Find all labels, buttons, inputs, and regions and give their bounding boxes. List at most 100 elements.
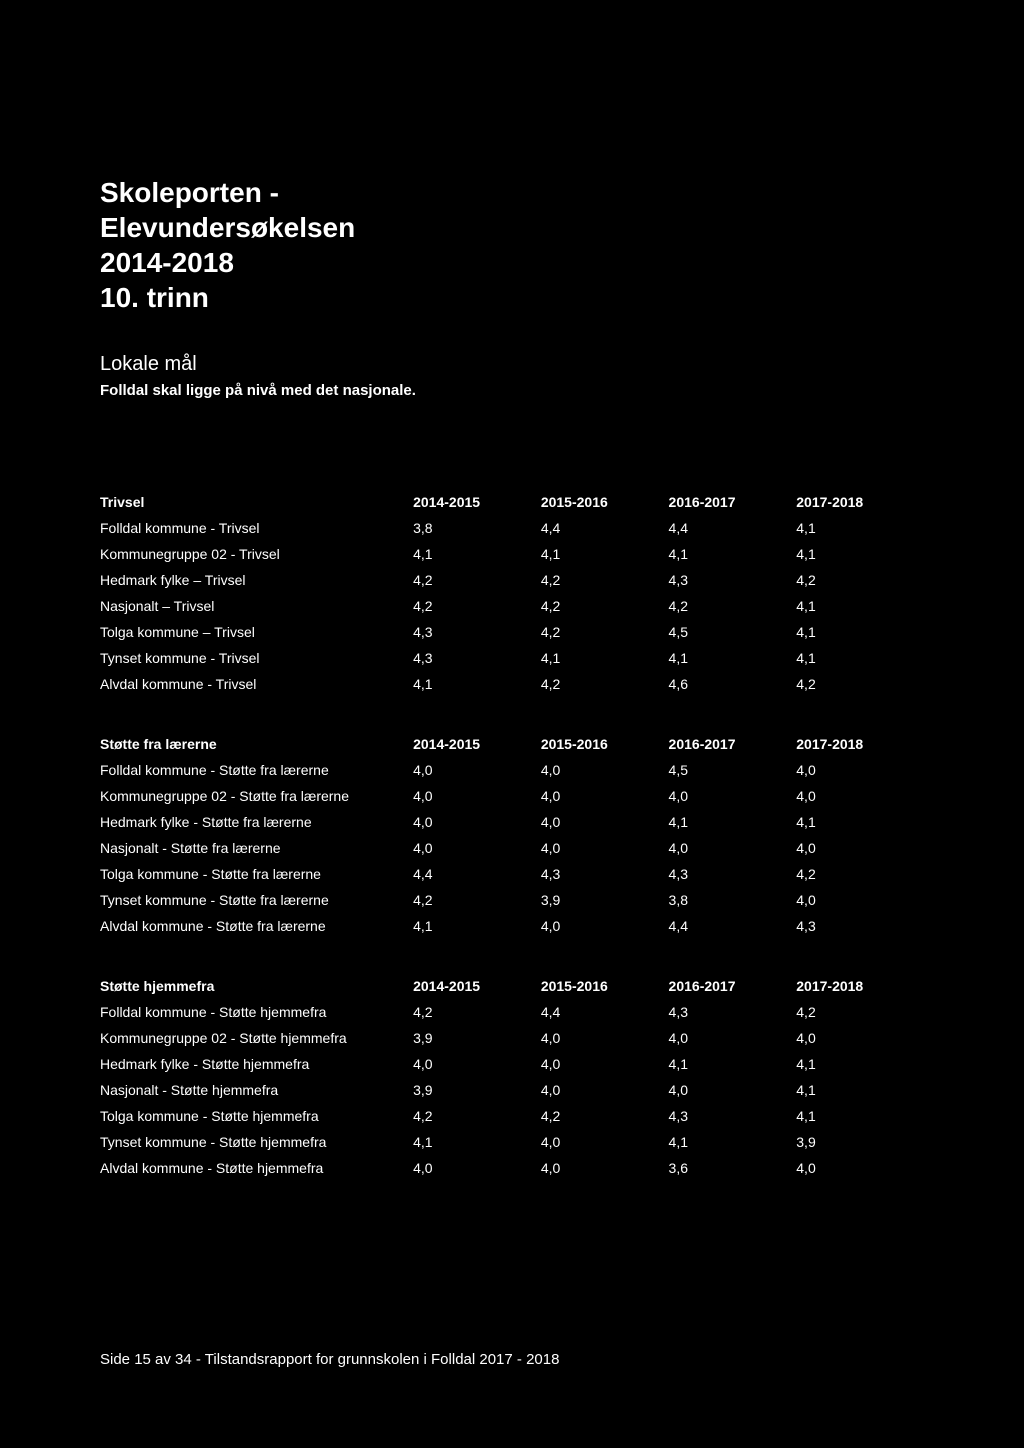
row-value: 4,0 bbox=[796, 757, 924, 783]
table-header-year: 2015-2016 bbox=[541, 973, 669, 999]
table-header-year: 2015-2016 bbox=[541, 489, 669, 515]
row-value: 4,0 bbox=[413, 1155, 541, 1181]
row-label: Tolga kommune - Støtte hjemmefra bbox=[100, 1103, 413, 1129]
row-value: 3,6 bbox=[669, 1155, 797, 1181]
table-row: Tynset kommune - Støtte fra lærerne4,23,… bbox=[100, 887, 924, 913]
table-row: Tolga kommune – Trivsel4,34,24,54,1 bbox=[100, 619, 924, 645]
row-value: 4,2 bbox=[541, 671, 669, 697]
table-row: Hedmark fylke – Trivsel4,24,24,34,2 bbox=[100, 567, 924, 593]
page-footer: Side 15 av 34 - Tilstandsrapport for gru… bbox=[100, 1351, 559, 1368]
row-value: 4,0 bbox=[413, 809, 541, 835]
row-label: Tynset kommune - Støtte hjemmefra bbox=[100, 1129, 413, 1155]
row-label: Folldal kommune - Støtte fra lærerne bbox=[100, 757, 413, 783]
row-value: 4,1 bbox=[541, 541, 669, 567]
table-row: Nasjonalt – Trivsel4,24,24,24,1 bbox=[100, 593, 924, 619]
row-value: 3,9 bbox=[413, 1025, 541, 1051]
row-value: 4,1 bbox=[541, 645, 669, 671]
row-label: Hedmark fylke - Støtte hjemmefra bbox=[100, 1051, 413, 1077]
table-header-label: Støtte hjemmefra bbox=[100, 973, 413, 999]
row-value: 4,1 bbox=[796, 809, 924, 835]
row-value: 4,0 bbox=[796, 887, 924, 913]
row-value: 4,1 bbox=[669, 1051, 797, 1077]
row-value: 4,2 bbox=[669, 593, 797, 619]
row-value: 4,0 bbox=[669, 1077, 797, 1103]
row-value: 4,3 bbox=[669, 861, 797, 887]
document-page: Skoleporten - Elevundersøkelsen 2014-201… bbox=[0, 0, 1024, 1448]
row-label: Nasjonalt - Støtte hjemmefra bbox=[100, 1077, 413, 1103]
title-line: 2014-2018 bbox=[100, 245, 924, 280]
row-label: Alvdal kommune - Støtte hjemmefra bbox=[100, 1155, 413, 1181]
table-row: Kommunegruppe 02 - Støtte hjemmefra3,94,… bbox=[100, 1025, 924, 1051]
table-row: Tynset kommune - Støtte hjemmefra4,14,04… bbox=[100, 1129, 924, 1155]
row-value: 4,1 bbox=[796, 515, 924, 541]
title-line: 10. trinn bbox=[100, 280, 924, 315]
row-value: 4,2 bbox=[796, 999, 924, 1025]
row-label: Folldal kommune - Støtte hjemmefra bbox=[100, 999, 413, 1025]
row-value: 4,2 bbox=[541, 1103, 669, 1129]
row-value: 4,1 bbox=[413, 671, 541, 697]
table-header-year: 2014-2015 bbox=[413, 731, 541, 757]
row-value: 4,1 bbox=[796, 1103, 924, 1129]
row-label: Nasjonalt – Trivsel bbox=[100, 593, 413, 619]
row-value: 4,1 bbox=[796, 593, 924, 619]
table-header-label: Støtte fra lærerne bbox=[100, 731, 413, 757]
table-header-year: 2017-2018 bbox=[796, 489, 924, 515]
row-value: 4,4 bbox=[413, 861, 541, 887]
row-value: 4,1 bbox=[796, 1077, 924, 1103]
row-value: 4,2 bbox=[413, 567, 541, 593]
row-label: Hedmark fylke – Trivsel bbox=[100, 567, 413, 593]
row-value: 4,0 bbox=[541, 783, 669, 809]
table-row: Tolga kommune - Støtte hjemmefra4,24,24,… bbox=[100, 1103, 924, 1129]
row-label: Tolga kommune – Trivsel bbox=[100, 619, 413, 645]
row-value: 4,3 bbox=[669, 567, 797, 593]
row-label: Tolga kommune - Støtte fra lærerne bbox=[100, 861, 413, 887]
table-row: Alvdal kommune - Støtte fra lærerne4,14,… bbox=[100, 913, 924, 939]
table-header-year: 2016-2017 bbox=[669, 489, 797, 515]
row-value: 4,0 bbox=[669, 835, 797, 861]
row-value: 4,0 bbox=[541, 1155, 669, 1181]
subtitle: Lokale mål bbox=[100, 353, 924, 376]
row-value: 4,2 bbox=[541, 619, 669, 645]
table-header-year: 2015-2016 bbox=[541, 731, 669, 757]
table-row: Alvdal kommune - Trivsel4,14,24,64,2 bbox=[100, 671, 924, 697]
row-value: 4,3 bbox=[413, 619, 541, 645]
row-value: 4,2 bbox=[796, 861, 924, 887]
row-value: 4,1 bbox=[413, 541, 541, 567]
row-value: 4,3 bbox=[669, 999, 797, 1025]
table-row: Folldal kommune - Støtte fra lærerne4,04… bbox=[100, 757, 924, 783]
row-value: 4,0 bbox=[413, 757, 541, 783]
table-row: Kommunegruppe 02 - Støtte fra lærerne4,0… bbox=[100, 783, 924, 809]
row-value: 4,1 bbox=[796, 1051, 924, 1077]
row-value: 4,0 bbox=[541, 1077, 669, 1103]
row-value: 4,0 bbox=[796, 1155, 924, 1181]
row-value: 4,0 bbox=[413, 835, 541, 861]
row-value: 4,2 bbox=[541, 593, 669, 619]
table-row: Nasjonalt - Støtte hjemmefra3,94,04,04,1 bbox=[100, 1077, 924, 1103]
row-value: 4,5 bbox=[669, 757, 797, 783]
row-value: 4,2 bbox=[413, 593, 541, 619]
row-value: 4,0 bbox=[541, 757, 669, 783]
table-row: Hedmark fylke - Støtte hjemmefra4,04,04,… bbox=[100, 1051, 924, 1077]
row-label: Nasjonalt - Støtte fra lærerne bbox=[100, 835, 413, 861]
row-label: Tynset kommune - Trivsel bbox=[100, 645, 413, 671]
row-value: 3,9 bbox=[796, 1129, 924, 1155]
row-label: Folldal kommune - Trivsel bbox=[100, 515, 413, 541]
row-value: 4,3 bbox=[796, 913, 924, 939]
row-value: 4,0 bbox=[541, 835, 669, 861]
table-header-year: 2017-2018 bbox=[796, 731, 924, 757]
row-value: 4,4 bbox=[541, 515, 669, 541]
title-line: Elevundersøkelsen bbox=[100, 210, 924, 245]
row-value: 4,0 bbox=[669, 1025, 797, 1051]
row-value: 4,1 bbox=[669, 541, 797, 567]
row-value: 4,0 bbox=[796, 1025, 924, 1051]
table-row: Alvdal kommune - Støtte hjemmefra4,04,03… bbox=[100, 1155, 924, 1181]
table-header-year: 2014-2015 bbox=[413, 973, 541, 999]
row-value: 4,3 bbox=[413, 645, 541, 671]
row-value: 4,0 bbox=[541, 1025, 669, 1051]
data-table: Trivsel2014-20152015-20162016-20172017-2… bbox=[100, 489, 924, 697]
row-value: 4,1 bbox=[413, 1129, 541, 1155]
row-value: 4,2 bbox=[413, 887, 541, 913]
row-value: 4,1 bbox=[669, 809, 797, 835]
table-row: Nasjonalt - Støtte fra lærerne4,04,04,04… bbox=[100, 835, 924, 861]
row-value: 4,0 bbox=[541, 809, 669, 835]
